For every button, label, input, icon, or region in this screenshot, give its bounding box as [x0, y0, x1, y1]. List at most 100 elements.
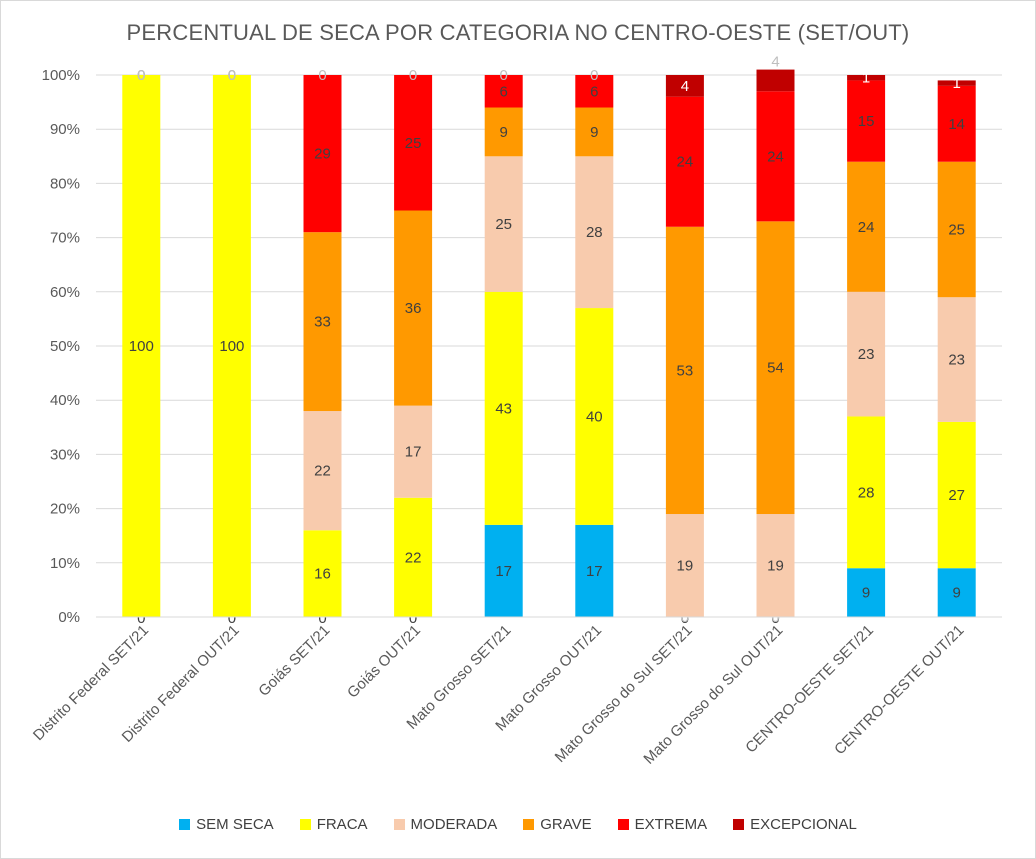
- bar-segment: [937, 297, 976, 422]
- bar-segment: [937, 421, 976, 569]
- data-label: 0: [500, 67, 508, 84]
- data-label: 23: [858, 346, 875, 363]
- data-label: 33: [314, 314, 331, 331]
- data-label: 9: [500, 124, 508, 141]
- data-label: 23: [948, 352, 965, 369]
- bar-segment: [937, 161, 976, 298]
- data-label: 1: [953, 75, 961, 92]
- data-label: 0: [409, 610, 417, 627]
- legend-item: GRAVE: [523, 816, 592, 833]
- y-tick-label: 70%: [50, 230, 80, 247]
- bar-segment: [394, 210, 433, 406]
- data-label: 0: [137, 67, 145, 84]
- data-label: 54: [767, 360, 784, 377]
- chart-legend: SEM SECA FRACA MODERADA GRAVE EXTREMA EXCEPCI…: [0, 816, 1036, 833]
- bar-segment: [303, 530, 342, 617]
- legend-item: SEM SECA: [179, 816, 274, 833]
- data-label: 0: [771, 610, 779, 627]
- data-label: 24: [767, 148, 784, 165]
- bar-segment: [937, 568, 976, 617]
- data-label: 9: [862, 585, 870, 602]
- data-label: 25: [405, 135, 422, 152]
- legend-label: GRAVE: [540, 816, 592, 833]
- bar-segment: [394, 75, 433, 211]
- bar-segment: [303, 75, 342, 233]
- data-label: 0: [681, 610, 689, 627]
- data-label: 0: [228, 67, 236, 84]
- data-label: 6: [590, 83, 598, 100]
- bar-segment: [575, 75, 614, 108]
- bar-segment: [122, 75, 161, 617]
- data-label: 0: [137, 610, 145, 627]
- data-label: 29: [314, 146, 331, 163]
- data-label: 0: [137, 67, 145, 84]
- bar-segment: [756, 91, 795, 222]
- legend-swatch: [523, 819, 535, 830]
- bar-segment: [484, 75, 523, 108]
- legend-swatch: [617, 819, 629, 830]
- data-label: 100: [129, 338, 154, 355]
- data-label: 24: [677, 154, 694, 171]
- bar-segment: [847, 161, 886, 292]
- bar-segment: [303, 411, 342, 531]
- data-label: 19: [677, 558, 694, 575]
- legend-swatch: [299, 819, 311, 830]
- legend-item: EXTREMA: [617, 816, 708, 833]
- data-label: 0: [228, 610, 236, 627]
- y-tick-label: 0%: [58, 609, 80, 626]
- bar-segment: [484, 156, 523, 292]
- legend-label: EXTREMA: [634, 816, 708, 833]
- legend-swatch: [393, 819, 405, 830]
- data-label: 4: [771, 54, 779, 71]
- y-tick-label: 20%: [50, 501, 80, 518]
- bar-segment: [937, 85, 976, 162]
- data-label: 28: [586, 224, 603, 241]
- data-label: 17: [405, 444, 422, 461]
- data-label: 6: [500, 83, 508, 100]
- bar-segment: [484, 524, 523, 617]
- stacked-bar-chart: 0%10%20%30%40%50%60%70%80%90%100%0100000…: [30, 54, 1002, 768]
- bar-segment: [937, 80, 976, 86]
- data-label: 100: [219, 338, 244, 355]
- legend-item: EXCEPCIONAL: [733, 816, 857, 833]
- data-label: 16: [314, 566, 331, 583]
- data-label: 17: [586, 563, 603, 580]
- data-label: 9: [953, 585, 961, 602]
- data-label: 22: [405, 549, 422, 566]
- data-label: 0: [137, 67, 145, 84]
- data-label: 17: [495, 563, 512, 580]
- bar-segment: [575, 107, 614, 157]
- x-tick-label: Goiás OUT/21: [344, 622, 424, 702]
- legend-label: SEM SECA: [196, 816, 274, 833]
- data-label: 24: [858, 219, 875, 236]
- y-tick-label: 90%: [50, 121, 80, 138]
- bar-segment: [665, 514, 704, 617]
- y-tick-label: 50%: [50, 338, 80, 355]
- bar-segment: [665, 75, 704, 97]
- data-label: 0: [590, 67, 598, 84]
- data-label: 0: [228, 67, 236, 84]
- legend-label: FRACA: [316, 816, 368, 833]
- bar-segment: [847, 80, 886, 162]
- bar-segment: [756, 221, 795, 515]
- data-label: 28: [858, 484, 875, 501]
- x-tick-label: Goiás SET/21: [255, 622, 333, 700]
- bar-segment: [575, 308, 614, 525]
- data-label: 0: [228, 67, 236, 84]
- y-tick-label: 40%: [50, 392, 80, 409]
- data-label: 0: [137, 67, 145, 84]
- data-label: 19: [767, 558, 784, 575]
- y-tick-label: 100%: [42, 67, 80, 84]
- data-label: 0: [318, 610, 326, 627]
- bar-segment: [575, 156, 614, 309]
- data-label: 0: [409, 67, 417, 84]
- bar-segment: [847, 416, 886, 569]
- data-label: 43: [495, 400, 512, 417]
- legend-item: MODERADA: [393, 816, 497, 833]
- bar-segment: [394, 405, 433, 498]
- legend-swatch: [733, 819, 745, 830]
- y-tick-label: 30%: [50, 446, 80, 463]
- data-label: 40: [586, 408, 603, 425]
- legend-item: FRACA: [299, 816, 368, 833]
- y-tick-label: 60%: [50, 284, 80, 301]
